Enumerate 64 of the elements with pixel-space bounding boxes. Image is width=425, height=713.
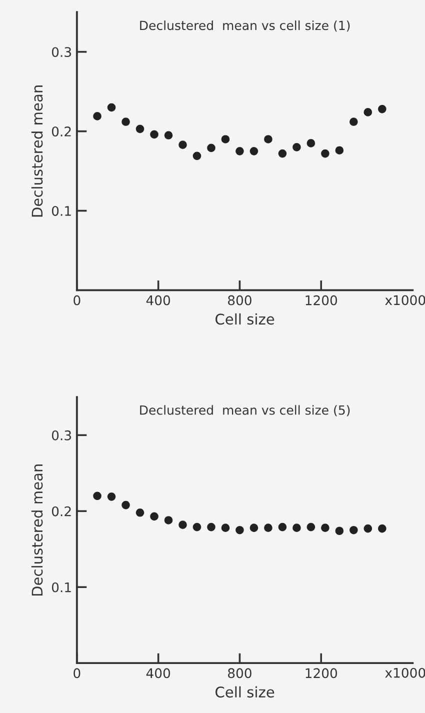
- point: [278, 522, 287, 532]
- point: [136, 508, 144, 517]
- point: [321, 149, 330, 158]
- x-tick-label: 400: [146, 295, 170, 306]
- point: [93, 492, 102, 500]
- x-axis-title: Cell size: [216, 313, 274, 325]
- point: [306, 522, 316, 532]
- text: Declustered mean vs cell size (1): [140, 20, 350, 32]
- point: [122, 500, 130, 510]
- point: [264, 135, 272, 144]
- y-axis-title: Declustered mean: [31, 86, 43, 217]
- y-tick-label: 0.2: [52, 506, 71, 516]
- point: [378, 104, 386, 114]
- y-axis-title: Declustered mean: [31, 464, 43, 596]
- y-tick-label: 0.3: [52, 47, 72, 58]
- x-tick-label: 800: [228, 295, 252, 306]
- x-tick-label: 0: [74, 668, 80, 678]
- point: [264, 524, 272, 532]
- point: [364, 108, 372, 116]
- point: [292, 524, 301, 532]
- point: [292, 143, 301, 152]
- point: [164, 131, 173, 140]
- point: [150, 130, 158, 139]
- point: [150, 512, 158, 521]
- x-tick-label: 800: [228, 668, 252, 678]
- point: [250, 146, 258, 156]
- point: [278, 149, 287, 158]
- y-tick-label: 0.2: [52, 126, 71, 136]
- point: [207, 522, 216, 532]
- x-tick-label: 1200: [306, 295, 338, 306]
- point: [364, 524, 372, 533]
- point: [107, 103, 116, 112]
- point: [122, 118, 130, 126]
- point: [221, 135, 230, 144]
- point: [349, 526, 358, 534]
- point: [93, 112, 102, 120]
- text: Declustered mean vs cell size (5): [140, 405, 350, 416]
- point: [378, 524, 386, 533]
- y-tick-label: 0.1: [52, 206, 71, 216]
- x-tick-label: 1200: [306, 668, 338, 678]
- point: [107, 492, 116, 501]
- point: [207, 144, 216, 152]
- point: [192, 152, 202, 160]
- point: [236, 526, 244, 534]
- point: [349, 118, 358, 126]
- point: [178, 520, 187, 529]
- point: [164, 516, 173, 524]
- point: [221, 524, 230, 532]
- x-tick-label: 400: [146, 668, 170, 678]
- point: [236, 146, 244, 156]
- point: [335, 526, 344, 536]
- point: [250, 524, 258, 532]
- point: [136, 124, 144, 134]
- point: [178, 140, 187, 149]
- point: [335, 146, 344, 155]
- text: x1000: [385, 668, 425, 678]
- text: x1000: [385, 295, 425, 306]
- x-tick-label: 0: [74, 295, 80, 306]
- y-tick-label: 0.3: [52, 430, 72, 440]
- point: [306, 139, 316, 148]
- point: [321, 524, 330, 532]
- y-tick-label: 0.1: [52, 582, 71, 592]
- point: [192, 522, 202, 532]
- x-axis-title: Cell size: [216, 686, 274, 698]
